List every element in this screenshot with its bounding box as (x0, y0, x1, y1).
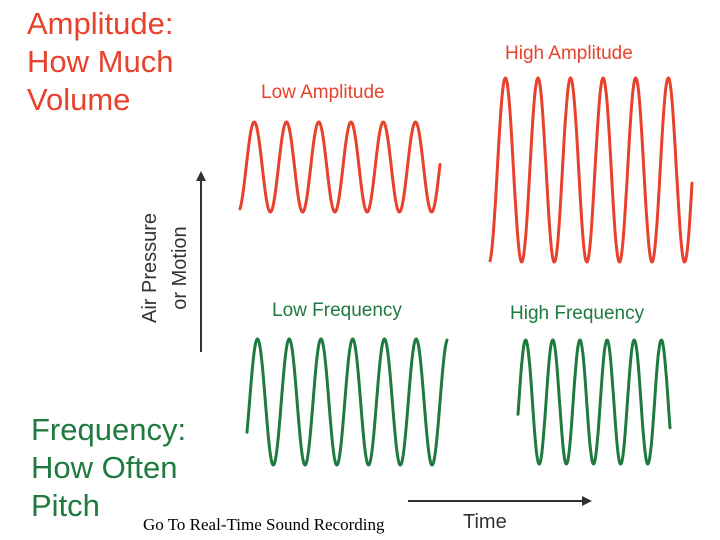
high-frequency-wave (516, 338, 672, 466)
real-time-recording-link[interactable]: Go To Real-Time Sound Recording (143, 515, 385, 534)
amplitude-heading-line-2: How Much (27, 44, 174, 79)
low-frequency-wave (245, 337, 449, 467)
amplitude-heading-line-1: Amplitude: (27, 6, 174, 41)
x-axis-label: Time (463, 511, 507, 533)
low-frequency-label: Low Frequency (272, 300, 402, 321)
y-axis-label: Air Pressure or Motion (135, 213, 195, 323)
high-amplitude-wave (488, 76, 694, 264)
amplitude-heading-line-3: Volume (27, 82, 131, 117)
amplitude-heading: Amplitude: How Much Volume (27, 5, 173, 119)
high-frequency-label: High Frequency (510, 303, 645, 324)
low-amplitude-label: Low Amplitude (261, 82, 385, 103)
y-axis-label-line-1: Air Pressure (139, 212, 161, 324)
high-amplitude-label: High Amplitude (505, 43, 633, 64)
low-amplitude-wave (238, 120, 442, 214)
frequency-heading: Frequency: How Often Pitch (31, 411, 186, 525)
frequency-heading-line-1: Frequency: (31, 412, 187, 447)
frequency-heading-line-2: How Often (31, 450, 178, 485)
frequency-heading-line-3: Pitch (31, 488, 100, 523)
y-axis-label-line-2: or Motion (169, 226, 191, 310)
